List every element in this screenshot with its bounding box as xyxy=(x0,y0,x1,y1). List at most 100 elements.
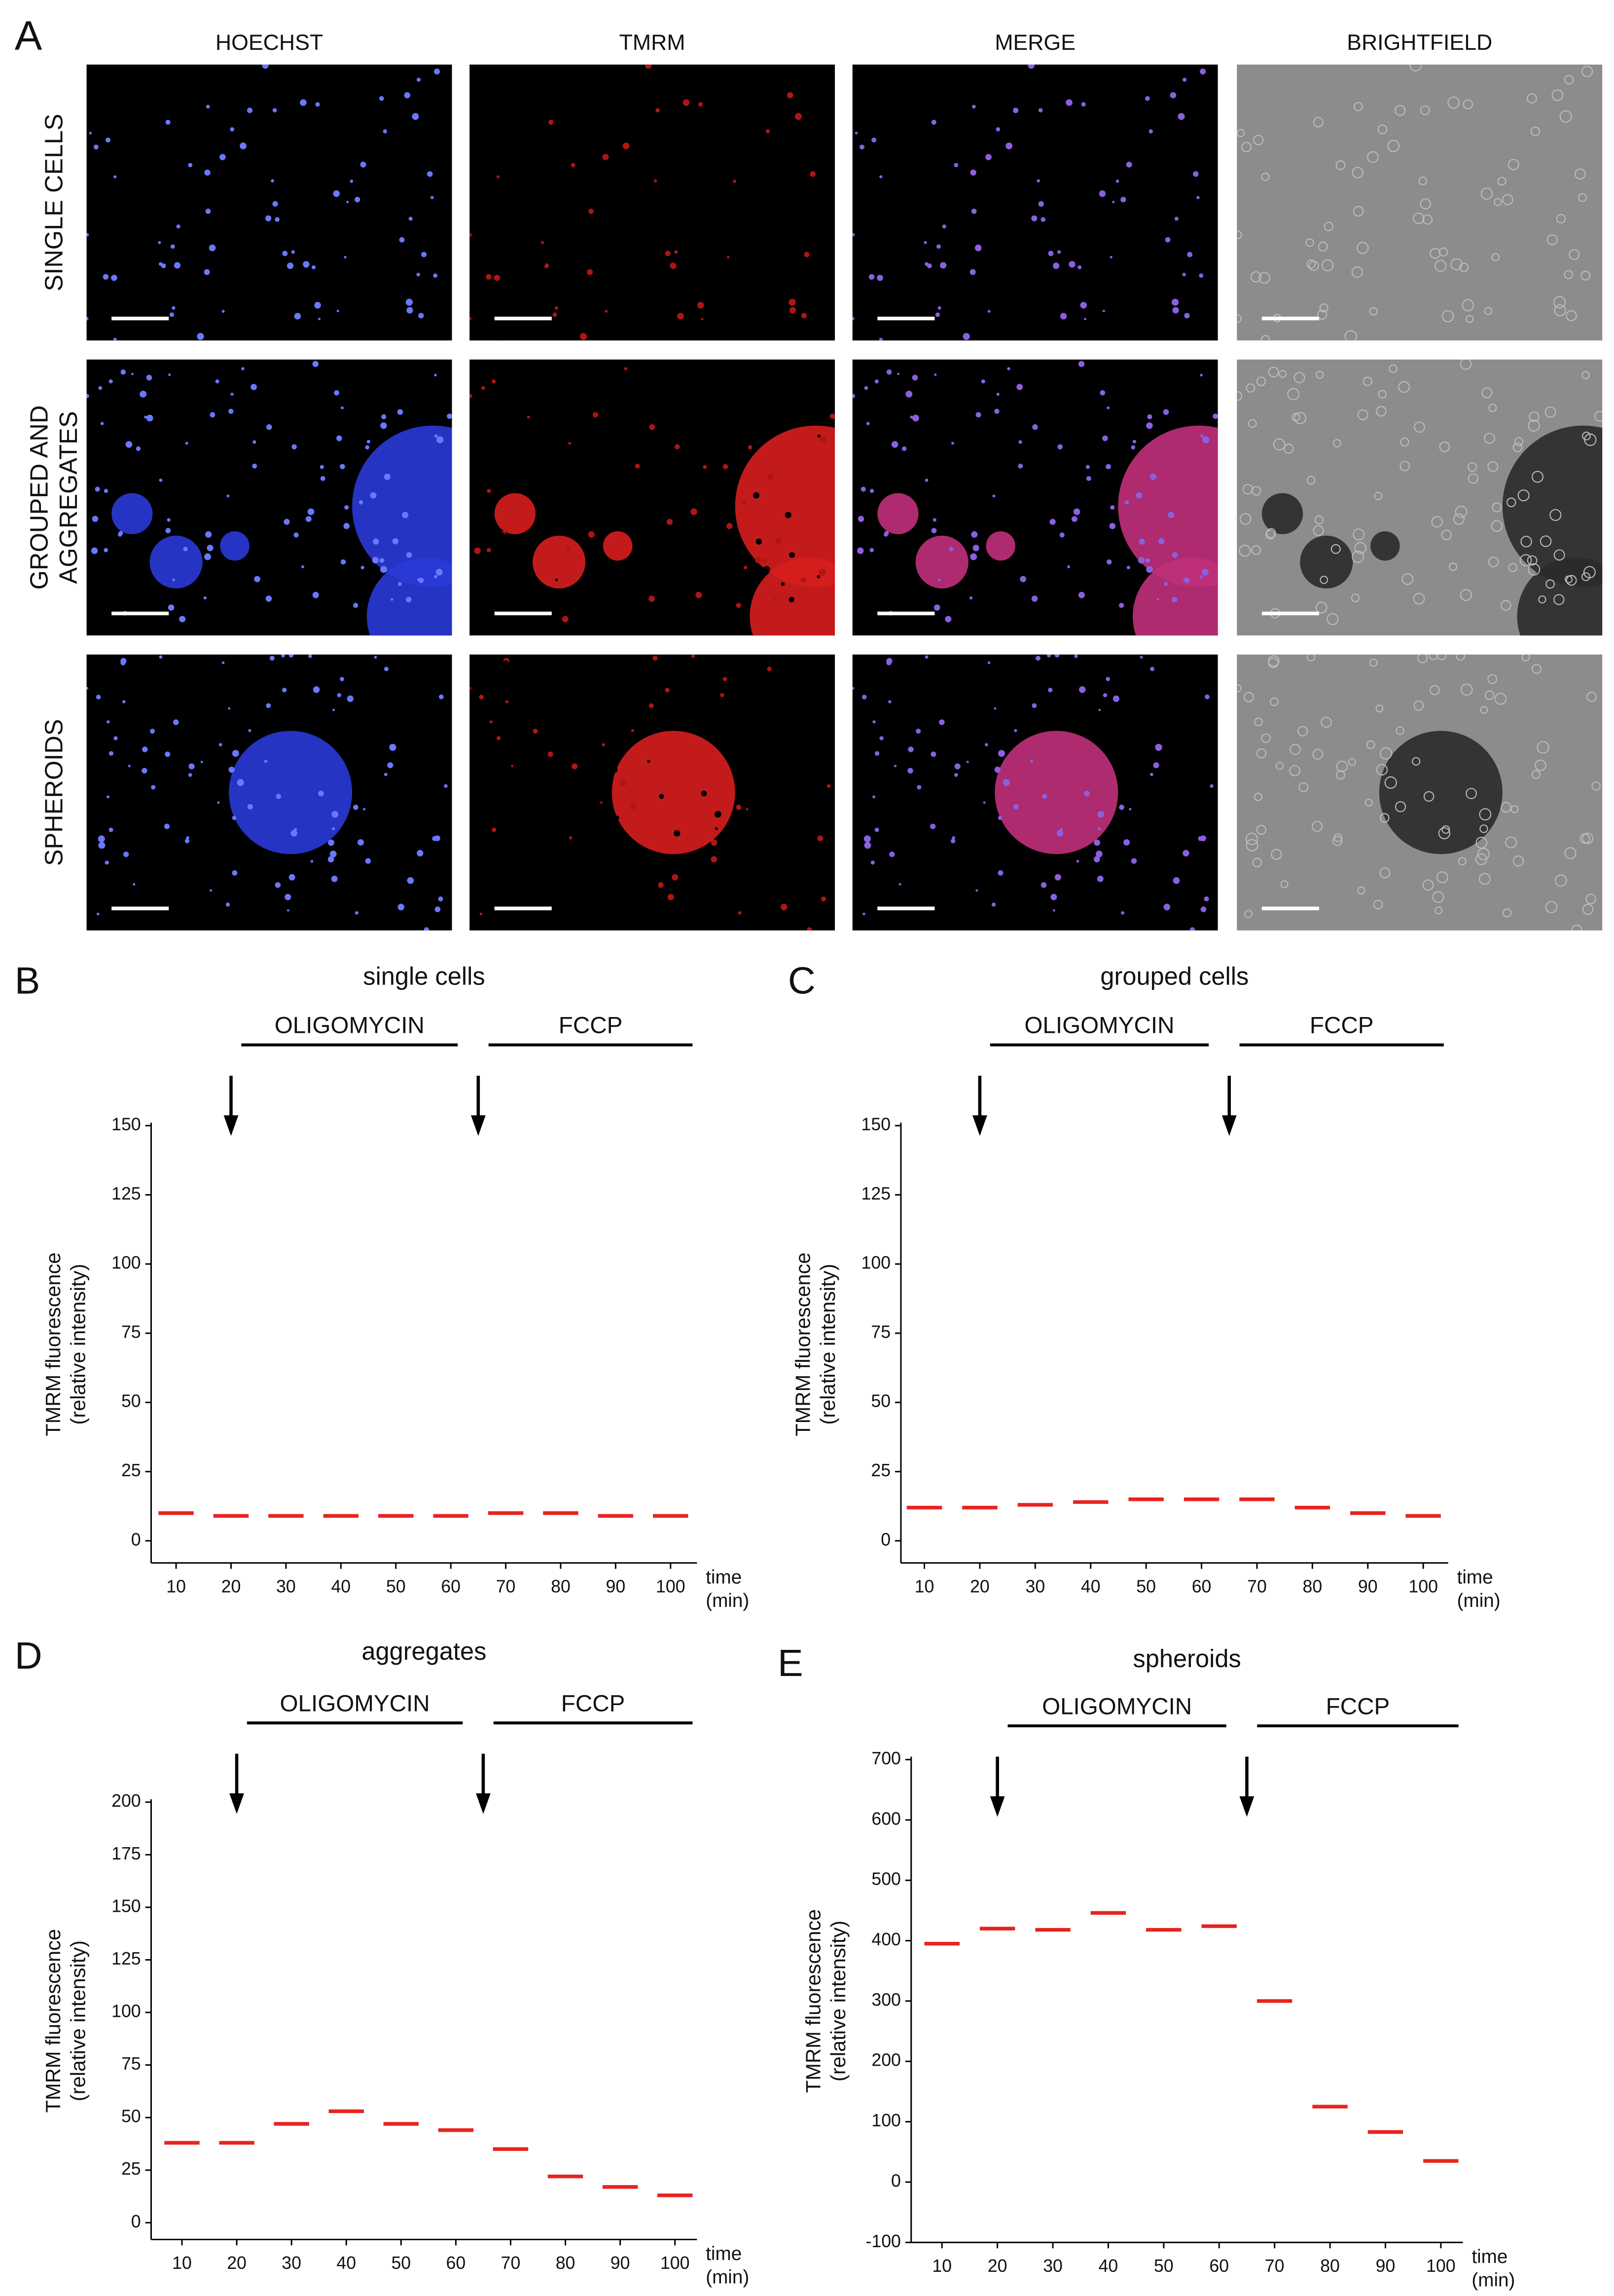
cell xyxy=(611,408,617,414)
cell xyxy=(1060,828,1063,831)
cell xyxy=(133,883,136,886)
cell xyxy=(933,604,940,611)
cell xyxy=(1480,706,1488,714)
x-tick-label: 10 xyxy=(172,2253,192,2273)
cell xyxy=(372,557,379,564)
cell xyxy=(438,896,443,902)
aggregate xyxy=(603,531,633,561)
cell xyxy=(251,384,257,391)
cell xyxy=(609,494,612,498)
cell xyxy=(852,394,855,398)
cell xyxy=(548,528,554,534)
cell xyxy=(898,883,901,886)
y-tick-label: 25 xyxy=(121,1460,141,1480)
cell xyxy=(672,874,679,881)
cell xyxy=(744,566,748,570)
cell xyxy=(1332,439,1341,448)
cell xyxy=(206,105,210,109)
cell xyxy=(763,422,770,429)
cell xyxy=(97,912,100,915)
cell xyxy=(587,269,593,275)
cell xyxy=(726,523,733,529)
panel-label: C xyxy=(788,959,816,1002)
cell xyxy=(763,566,770,573)
cell xyxy=(438,694,444,699)
y-tick-label: 200 xyxy=(111,1791,141,1811)
cell xyxy=(1078,686,1086,693)
cell xyxy=(1256,748,1267,759)
x-axis-label: time xyxy=(1471,2246,1507,2267)
cell xyxy=(340,677,344,682)
cell xyxy=(1553,549,1565,561)
cell xyxy=(405,298,413,306)
cell xyxy=(165,751,171,757)
cell xyxy=(503,369,509,375)
cell xyxy=(217,801,220,804)
cell xyxy=(1324,221,1333,231)
cell xyxy=(529,414,537,422)
cell xyxy=(1256,376,1266,386)
cell xyxy=(215,379,219,384)
aggregate xyxy=(750,557,835,636)
cell xyxy=(230,127,234,132)
cell xyxy=(1374,492,1383,501)
cell xyxy=(951,441,954,445)
column-header: BRIGHTFIELD xyxy=(1347,31,1492,55)
cell xyxy=(1481,387,1493,399)
cell xyxy=(226,494,230,498)
cell xyxy=(1298,782,1309,793)
cell xyxy=(1237,230,1242,239)
cell xyxy=(379,558,385,563)
cell xyxy=(205,209,211,214)
annotation: OLIGOMYCIN xyxy=(1024,1013,1174,1039)
cell xyxy=(221,661,225,664)
cell xyxy=(1050,894,1057,901)
cell xyxy=(1441,530,1452,541)
cell xyxy=(407,877,414,884)
cell xyxy=(1140,656,1143,659)
cell xyxy=(1254,717,1263,727)
cell xyxy=(1182,272,1186,277)
cell xyxy=(294,313,301,320)
cell xyxy=(1530,126,1541,136)
micrograph xyxy=(86,359,452,636)
x-tick-label: 10 xyxy=(915,1576,934,1596)
cell xyxy=(855,132,858,135)
arrow-head xyxy=(470,1115,486,1136)
annotation: OLIGOMYCIN xyxy=(275,1013,425,1039)
aggregate xyxy=(1261,493,1303,535)
y-axis-label: TMRM fluorescence xyxy=(791,1252,814,1436)
cell xyxy=(172,306,176,310)
y-tick-label: 0 xyxy=(131,1530,141,1549)
cell xyxy=(1184,578,1190,583)
arrow-head xyxy=(972,1115,987,1136)
cell xyxy=(86,394,89,398)
arrow-head xyxy=(1239,1796,1255,1817)
x-axis-label: time xyxy=(706,1567,742,1588)
cell xyxy=(984,743,988,747)
cell xyxy=(185,441,188,445)
cell xyxy=(1241,142,1252,152)
cell xyxy=(1099,190,1106,197)
cell xyxy=(391,598,394,601)
cell xyxy=(492,379,496,384)
cell xyxy=(1119,603,1124,608)
cell xyxy=(852,317,855,321)
cell xyxy=(1239,545,1251,557)
x-tick-label: 20 xyxy=(970,1576,990,1596)
cell xyxy=(1060,313,1067,320)
cell xyxy=(486,548,491,552)
cell xyxy=(106,795,109,799)
cell xyxy=(1106,464,1111,470)
cell xyxy=(1067,565,1071,569)
cell xyxy=(701,790,707,797)
cell xyxy=(789,597,794,603)
cell xyxy=(204,169,211,176)
cells xyxy=(469,655,831,931)
cell xyxy=(384,474,391,480)
cell xyxy=(434,906,441,912)
cell xyxy=(589,105,593,109)
cell xyxy=(862,912,865,915)
cell xyxy=(1297,726,1308,736)
